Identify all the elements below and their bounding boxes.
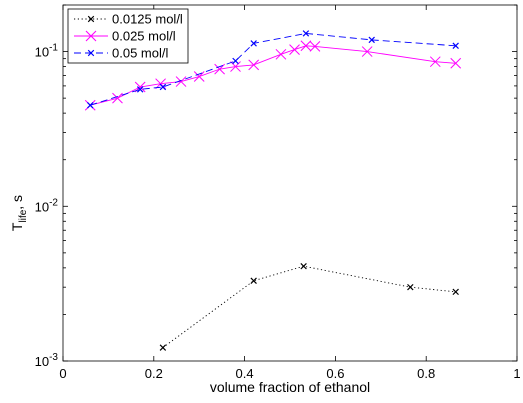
marker-stroke [407,283,414,291]
marker-stroke [155,78,166,90]
data-point-marker [407,283,414,291]
data-point-marker [368,36,375,44]
marker-stroke [248,59,260,71]
data-point-marker [309,41,321,52]
data-point-marker [250,277,257,285]
marker-stroke [159,344,167,351]
y-axis-label-subscript: life [18,209,29,222]
x-tick-label: 0.2 [145,366,163,381]
legend-marker [85,30,97,42]
legend-entry: 0.05 mol/l [74,46,168,61]
marker-stroke [159,83,167,91]
marker-stroke [230,61,241,72]
y-tick-label: 10-1 [35,43,59,60]
y-axis-label-suffix: , s [9,195,25,210]
marker-stroke [361,46,373,57]
data-point-marker [159,83,167,91]
marker-stroke [368,36,375,44]
data-point-marker [450,57,462,69]
y-tick-label-base: 10 [35,354,49,369]
data-point-marker [232,57,239,65]
y-tick-label-exponent: -3 [49,352,58,363]
marker-stroke [452,42,459,50]
series-layer [84,30,462,351]
data-point-marker [175,76,187,87]
legend-label: 0.05 mol/l [112,46,168,61]
marker-stroke [275,48,287,60]
data-point-marker [300,40,312,52]
y-tick-label-exponent: -2 [49,197,58,208]
data-point-marker [452,42,459,50]
legend-entry: 0.0125 mol/l [74,12,183,27]
plot-background [63,5,517,361]
data-point-marker [361,46,373,57]
y-tick-label-base: 10 [35,199,49,214]
axes-layer [62,4,518,362]
series-2 [87,30,459,109]
legend-marker [87,49,95,57]
legend-label: 0.0125 mol/l [112,12,183,27]
data-point-marker [155,78,166,90]
data-point-marker [230,61,241,72]
marker-stroke [136,86,144,93]
plot-area [63,5,517,361]
plot-frame [62,4,518,362]
legend-entry: 0.025 mol/l [74,29,176,44]
data-point-marker [193,71,205,82]
data-point-marker [275,48,287,60]
legend-marker [87,15,95,23]
marker-stroke [450,57,462,69]
data-point-marker [250,40,257,47]
data-point-marker [248,59,260,71]
x-tick-label: 0.6 [326,366,344,381]
y-axis-label-base: T [9,222,25,231]
x-tick-label: 1 [513,366,520,381]
marker-stroke [175,76,187,87]
marker-stroke [250,277,257,285]
marker-stroke [452,288,459,296]
series-line [90,32,456,106]
y-tick-label-base: 10 [35,45,49,60]
x-tick-label: 0 [59,366,66,381]
series-line [90,45,456,106]
data-point-marker [87,102,94,109]
x-axis-label: volume fraction of ethanol [210,379,370,395]
series-0 [159,262,459,351]
data-point-marker [429,56,441,68]
y-tick-label: 10-2 [35,197,59,214]
legend: 0.0125 mol/l 0.025 mol/l 0.05 mol/l [67,8,189,64]
marker-stroke [250,40,257,47]
ticks-layer: 0 0.2 0.4 0.6 0.8 110-310-210-1 [35,4,521,381]
marker-stroke [300,40,312,52]
marker-stroke [289,44,300,55]
y-axis-label: Tlife, s [9,195,29,231]
marker-stroke [309,41,321,52]
data-point-marker [112,92,123,104]
marker-stroke [429,56,441,68]
y-tick-label-exponent: -1 [49,43,58,54]
marker-stroke [300,262,307,270]
x-tick-label: 0.4 [236,366,254,381]
data-point-marker [136,86,144,93]
data-point-marker [302,30,310,37]
marker-stroke [112,92,123,104]
data-point-marker [300,262,307,270]
marker-stroke [87,102,94,109]
legend-label: 0.025 mol/l [112,29,176,44]
data-point-marker [289,44,300,55]
series-1 [84,40,462,111]
marker-stroke [193,71,205,82]
y-tick-label: 10-3 [35,352,59,369]
marker-stroke [232,57,239,65]
marker-stroke [302,30,310,37]
data-point-marker [452,288,459,296]
x-tick-label: 0.8 [417,366,435,381]
data-point-marker [159,344,167,351]
